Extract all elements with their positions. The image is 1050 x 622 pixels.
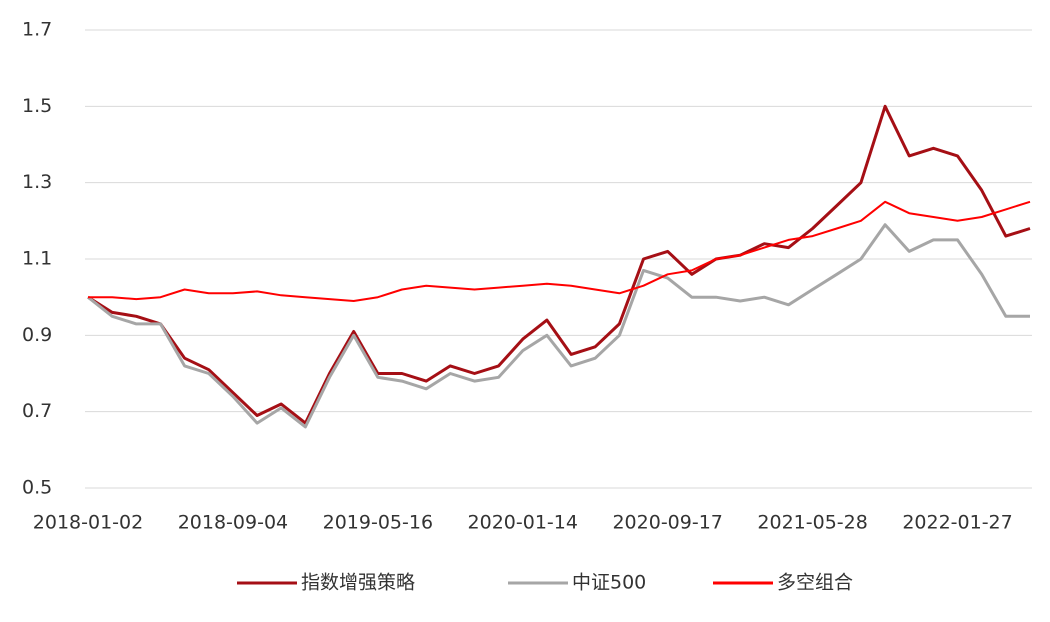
x-tick-label: 2021-05-28 bbox=[757, 512, 867, 534]
y-tick-label: 0.5 bbox=[22, 477, 52, 499]
x-tick-label: 2020-01-14 bbox=[468, 512, 578, 534]
series-line bbox=[87, 223, 1030, 429]
y-tick-label: 0.7 bbox=[22, 400, 52, 422]
x-tick-label: 2018-09-04 bbox=[178, 512, 288, 534]
x-tick-label: 2019-05-16 bbox=[323, 512, 433, 534]
y-tick-label: 1.7 bbox=[22, 19, 52, 41]
y-tick-label: 1.3 bbox=[22, 171, 52, 193]
legend-label: 指数增强策略 bbox=[301, 572, 415, 594]
y-tick-label: 0.9 bbox=[22, 324, 52, 346]
legend-label: 多空组合 bbox=[777, 572, 853, 594]
y-tick-label: 1.1 bbox=[22, 248, 52, 270]
x-tick-label: 2020-09-17 bbox=[612, 512, 722, 534]
y-tick-label: 1.5 bbox=[22, 95, 52, 117]
series-line bbox=[87, 104, 1031, 425]
series-line bbox=[88, 200, 1031, 302]
x-tick-label: 2022-01-27 bbox=[902, 512, 1012, 534]
legend-label: 中证500 bbox=[572, 572, 646, 594]
x-tick-label: 2018-01-02 bbox=[33, 512, 143, 534]
